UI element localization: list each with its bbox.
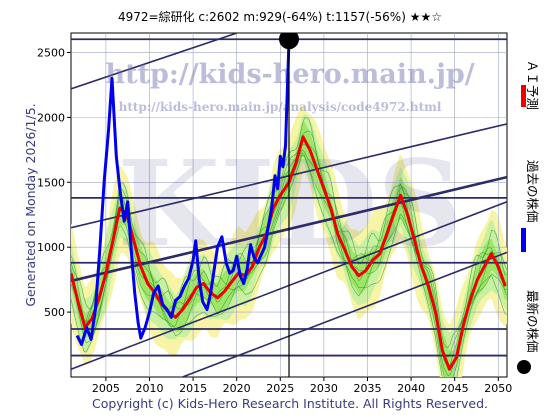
y-tick-label: 1000 [37,241,65,254]
watermark-brand: KIDS [117,134,462,273]
chart-title: 4972=綜研化 c:2602 m:929(-64%) t:1157(-56%)… [118,10,442,24]
legend-item-latest-price: 最新の株価 [517,290,540,374]
legend: ＡＩ予測 過去の株価 最新の株価 [517,60,540,374]
watermark-url-path: http://kids-hero.main.jp/analysis/code49… [119,100,442,114]
x-tick-label: 2035 [353,382,381,395]
x-tick-label: 2045 [441,382,469,395]
x-axis: 2005 2010 2015 2020 2025 2030 2035 2040 2045 2050 [92,377,512,395]
x-tick-label: 2015 [179,382,207,395]
legend-latest-price-label: 最新の株価 [525,290,540,353]
legend-item-past-price: 過去の株価 [521,160,540,252]
x-tick-label: 2010 [135,382,163,395]
y-tick-label: 1500 [37,176,65,189]
trend-line [71,33,240,90]
series-past-price [75,39,291,346]
x-tick-label: 2020 [223,382,251,395]
y-tick-label: 2000 [37,111,65,124]
x-tick-label: 2005 [92,382,120,395]
x-tick-label: 2040 [397,382,425,395]
generated-date-label: Generated on Monday 2026/1/5. [23,103,38,306]
y-tick-label: 500 [44,306,65,319]
legend-past-price-label: 過去の株価 [525,160,540,223]
legend-past-price-swatch [521,228,526,252]
x-tick-label: 2050 [484,382,512,395]
legend-item-ai-forecast: ＡＩ予測 [521,60,540,110]
current-price-marker [279,33,299,50]
legend-ai-forecast-swatch [521,85,526,107]
legend-ai-forecast-label: ＡＩ予測 [525,60,540,110]
y-tick-label: 2500 [37,46,65,59]
x-tick-label: 2030 [310,382,338,395]
copyright-footer: Copyright (c) Kids-Hero Research Institu… [92,396,488,411]
y-axis: 500 1000 1500 2000 2500 [37,46,71,319]
x-tick-label: 2025 [266,382,294,395]
legend-latest-price-dot [517,360,531,374]
watermark-url: http://kids-hero.main.jp/ [105,59,474,90]
